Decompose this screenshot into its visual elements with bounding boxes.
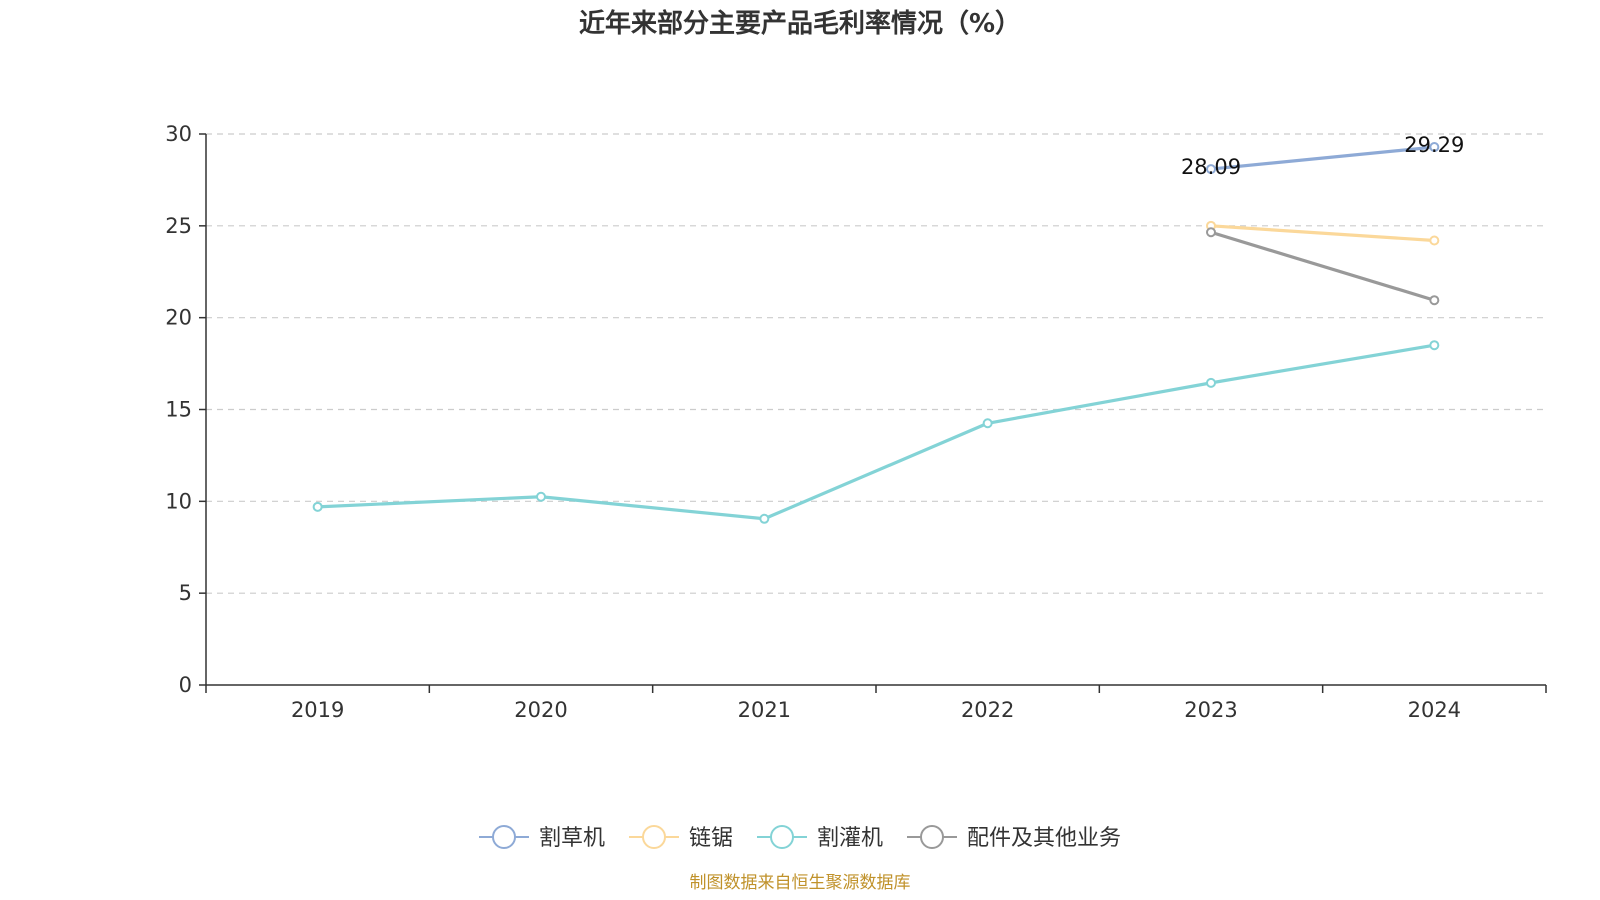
legend-circle-icon [770,825,794,849]
data-point [1429,295,1440,306]
legend-item-1[interactable]: 割草机 [479,825,605,851]
series-line-4 [1210,230,1435,302]
legend-label: 割灌机 [817,826,883,851]
source-note: 制图数据来自恒生聚源数据库 [690,873,911,893]
data-label: 29.29 [1404,133,1464,157]
x-tick-label: 2021 [738,698,791,722]
legend-label: 链锯 [689,826,733,851]
y-tick-label: 0 [179,673,192,697]
y-tick-label: 5 [179,581,192,605]
legend-circle-icon [920,825,944,849]
x-tick-label: 2022 [961,698,1014,722]
legend-item-4[interactable]: 配件及其他业务 [907,825,1121,851]
data-point [536,491,546,502]
legend[interactable]: 割草机 链锯 割灌机 配件及其他业务 [479,825,1121,851]
data-label: 28.09 [1181,155,1241,179]
data-point [1429,340,1440,351]
grid [206,133,1546,594]
series [312,142,1440,524]
data-point [1206,164,1216,175]
y-tick-label: 30 [165,122,192,146]
legend-item-3[interactable]: 割灌机 [757,825,883,851]
x-tick-label: 2023 [1184,698,1237,722]
data-point [982,418,993,429]
legend-label: 割草机 [539,826,605,851]
x-tick-label: 2024 [1408,698,1461,722]
legend-circle-icon [492,825,516,849]
series-line-1 [1210,145,1435,171]
legend-item-2[interactable]: 链锯 [629,825,733,851]
y-tick-label: 15 [165,398,192,422]
data-point [1429,235,1440,246]
data-point [1206,227,1216,238]
y-tick-label: 20 [165,306,192,330]
data-point [1206,377,1216,388]
legend-circle-icon [642,825,666,849]
legend-label: 配件及其他业务 [967,826,1121,851]
x-tick-label: 2019 [291,698,344,722]
series-line-3 [317,343,1435,521]
chart-title: 近年来部分主要产品毛利率情况（%） [579,8,1021,39]
data-point [312,501,323,512]
series-line-2 [1210,224,1435,243]
data-point [1429,142,1440,153]
data-labels: 28.09 29.29 [1181,133,1464,179]
x-tick-label: 2020 [514,698,567,722]
y-tick-label: 25 [165,214,192,238]
axes: 0 5 10 15 20 25 30 2019 2020 2021 2022 2023 2024 [165,122,1547,722]
y-tick-label: 10 [165,489,192,513]
data-point [759,513,770,524]
